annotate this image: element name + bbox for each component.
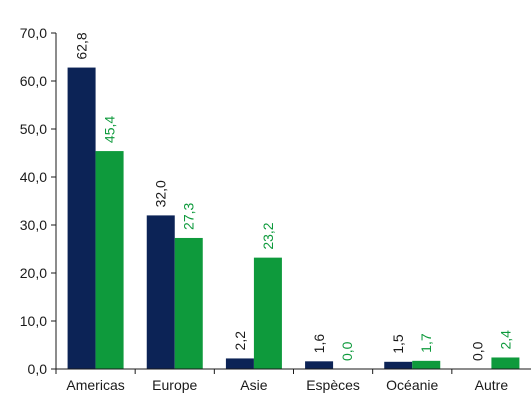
data-label: 1,7	[418, 333, 434, 353]
data-label: 2,4	[497, 330, 513, 350]
x-tick-label: Océanie	[386, 377, 438, 393]
data-label: 45,4	[102, 116, 118, 143]
data-label: 32,0	[153, 180, 169, 207]
y-axis: 0,0 10,0 20,0 30,0 40,0 50,0 60,0 70,0	[20, 25, 57, 377]
x-axis: Americas Europe Asie Espèces Océanie Autre	[55, 368, 531, 393]
data-label: 0,0	[469, 341, 485, 361]
bar-europe-series-2	[174, 237, 203, 369]
bar-asie-series-1	[225, 358, 254, 369]
y-tick-label: 0,0	[28, 361, 48, 377]
data-label: 23,2	[260, 222, 276, 249]
bar-océanie-series-1	[384, 361, 413, 369]
y-tick-label: 60,0	[20, 73, 47, 89]
data-label: 62,8	[74, 32, 90, 59]
y-tick-label: 50,0	[20, 121, 47, 137]
x-tick-label: Espèces	[306, 377, 360, 393]
y-tick-label: 40,0	[20, 169, 47, 185]
bars	[67, 67, 520, 369]
x-tick-label: Americas	[66, 377, 124, 393]
y-tick-label: 20,0	[20, 265, 47, 281]
data-label: 2,2	[232, 331, 248, 351]
data-label: 27,3	[181, 202, 197, 229]
x-tick-label: Asie	[240, 377, 267, 393]
y-tick-label: 70,0	[20, 25, 47, 41]
data-label: 0,0	[339, 341, 355, 361]
data-labels: 62,8 45,4 32,0 27,3 2,2 23,2 1,6 0,0 1,5 1,7 0,0 2,…	[74, 32, 514, 361]
bar-espèces-series-1	[305, 361, 334, 369]
bar-americas-series-1	[67, 67, 96, 369]
bar-océanie-series-2	[412, 360, 441, 369]
bar-americas-series-2	[95, 151, 124, 369]
data-label: 1,5	[390, 334, 406, 354]
data-label: 1,6	[311, 334, 327, 354]
bar-autre-series-2	[491, 357, 520, 369]
x-tick-label: Autre	[475, 377, 509, 393]
y-tick-label: 10,0	[20, 313, 47, 329]
bar-asie-series-2	[253, 257, 282, 369]
y-tick-label: 30,0	[20, 217, 47, 233]
x-tick-label: Europe	[152, 377, 197, 393]
bar-europe-series-1	[146, 215, 175, 369]
